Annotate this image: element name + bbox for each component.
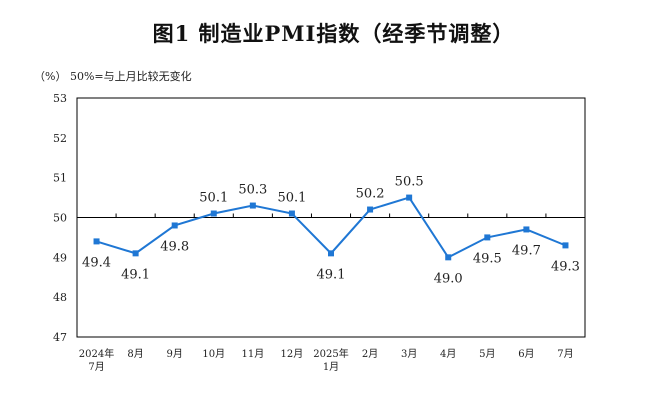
data-label: 49.1 xyxy=(317,267,346,282)
data-label: 49.1 xyxy=(121,267,150,282)
x-tick-label: 9月 xyxy=(167,348,183,360)
data-point-marker xyxy=(288,210,295,217)
data-point-marker xyxy=(328,250,334,257)
data-point-marker xyxy=(562,242,569,249)
data-point-marker xyxy=(93,238,100,245)
y-tick-label: 47 xyxy=(53,331,67,344)
data-point-marker xyxy=(210,210,217,217)
data-label: 49.7 xyxy=(512,243,541,258)
x-tick-label: 1月 xyxy=(323,361,339,373)
data-point-marker xyxy=(132,250,139,257)
y-tick-label: 53 xyxy=(53,92,67,105)
data-point-marker xyxy=(249,202,256,209)
x-tick-label: 5月 xyxy=(479,348,495,360)
x-tick-label: 11月 xyxy=(241,348,264,360)
x-tick-label: 2月 xyxy=(362,348,378,360)
x-tick-label: 7月 xyxy=(557,348,573,360)
y-tick-label: 50 xyxy=(53,212,67,225)
x-tick-label: 10月 xyxy=(202,348,225,360)
x-tick-label: 6月 xyxy=(518,348,534,360)
x-tick-label: 7月 xyxy=(88,361,104,373)
data-label: 50.1 xyxy=(277,191,306,206)
data-label: 50.5 xyxy=(395,175,424,190)
data-point-marker xyxy=(445,254,452,261)
x-tick-label: 8月 xyxy=(127,348,143,360)
chart-title: 图1 制造业PMI指数（经季节调整） xyxy=(152,21,515,46)
x-tick-label: 3月 xyxy=(401,348,417,360)
x-tick-label: 12月 xyxy=(281,348,304,360)
data-label: 49.0 xyxy=(434,271,463,286)
data-label: 50.3 xyxy=(238,183,267,198)
data-point-marker xyxy=(406,194,413,201)
data-label: 50.1 xyxy=(199,191,228,206)
unit-note: （%） 50%=与上月比较无变化 xyxy=(34,70,192,83)
data-point-marker xyxy=(484,234,491,241)
x-tick-label: 2025年 xyxy=(313,347,348,360)
data-label: 49.4 xyxy=(82,255,111,270)
y-tick-label: 48 xyxy=(53,291,67,304)
data-point-marker xyxy=(367,206,374,213)
data-point-marker xyxy=(171,222,178,229)
y-tick-label: 52 xyxy=(53,132,67,145)
y-tick-label: 49 xyxy=(53,251,67,264)
x-tick-label: 2024年 xyxy=(79,347,114,360)
data-label: 49.3 xyxy=(551,259,580,274)
data-label: 50.2 xyxy=(356,187,385,202)
data-point-marker xyxy=(523,226,530,233)
x-tick-label: 4月 xyxy=(440,348,456,360)
data-label: 49.5 xyxy=(473,251,502,266)
y-tick-label: 51 xyxy=(53,172,67,185)
data-label: 49.8 xyxy=(160,239,189,254)
